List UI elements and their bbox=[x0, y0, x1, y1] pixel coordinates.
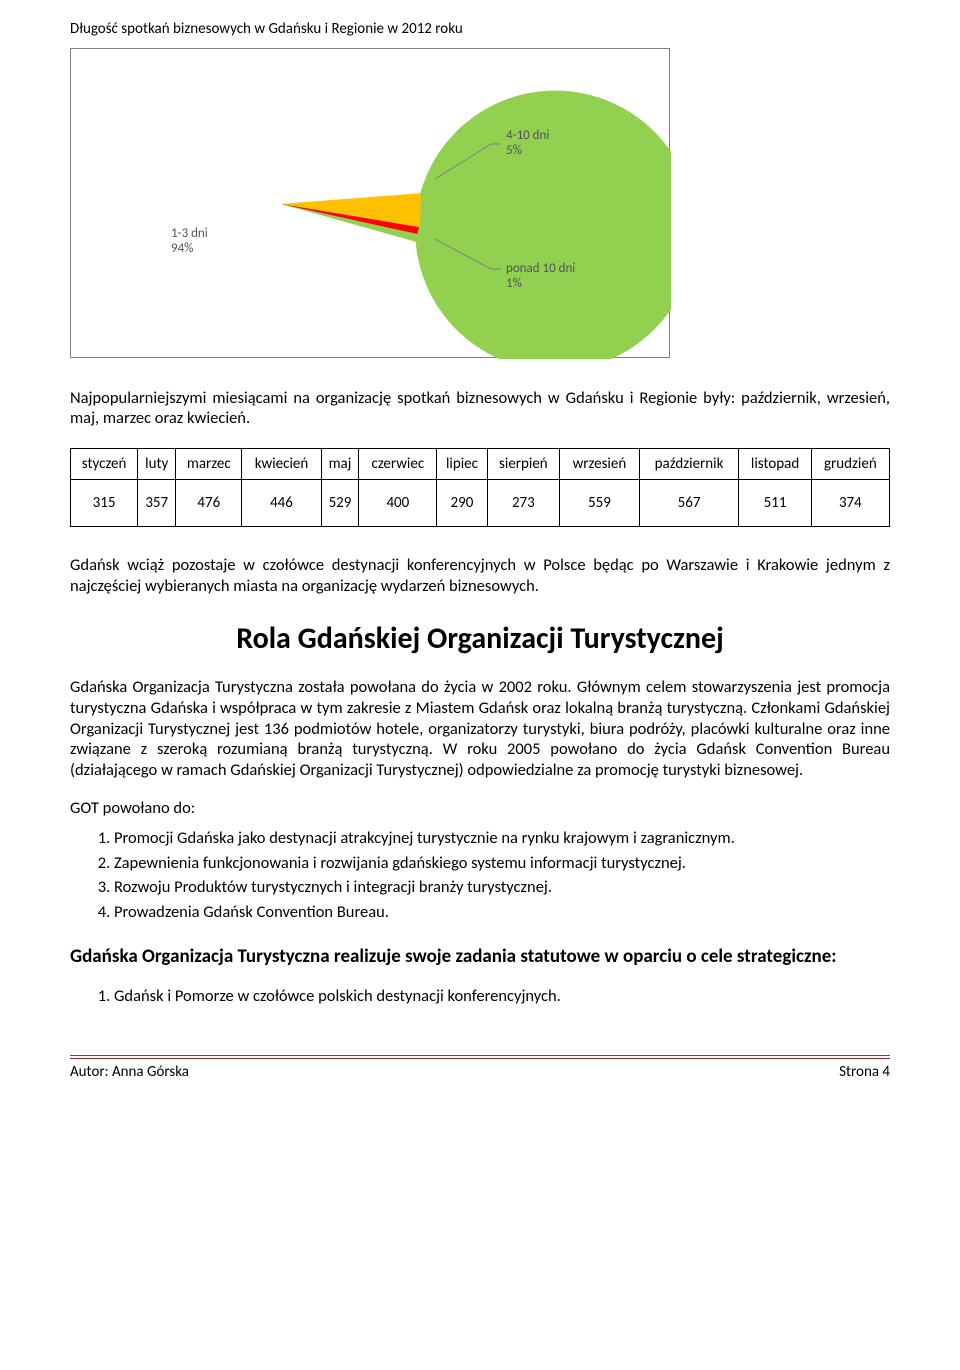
got-list: Promocji Gdańska jako destynacji atrakcy… bbox=[70, 828, 890, 923]
pie-svg bbox=[71, 49, 671, 359]
chart-slice-label: 4-10 dni 5% bbox=[506, 129, 549, 159]
table-cell: 315 bbox=[71, 480, 138, 527]
list-item: Rozwoju Produktów turystycznych i integr… bbox=[114, 877, 890, 898]
chart-slice-label: 1-3 dni 94% bbox=[171, 227, 208, 257]
list-intro: GOT powołano do: bbox=[70, 798, 890, 818]
table-cell: 559 bbox=[560, 480, 639, 527]
footer-page-number: Strona 4 bbox=[839, 1063, 890, 1081]
list-item: Zapewnienia funkcjonowania i rozwijania … bbox=[114, 853, 890, 874]
chart-slice-value: 94% bbox=[171, 241, 193, 256]
table-row: 315 357 476 446 529 400 290 273 559 567 … bbox=[71, 480, 890, 527]
table-header-cell: lipiec bbox=[437, 449, 487, 480]
chart-slice-name: ponad 10 dni bbox=[506, 261, 575, 276]
list-item: Prowadzenia Gdańsk Convention Bureau. bbox=[114, 902, 890, 923]
chart-slice-value: 1% bbox=[506, 276, 522, 291]
table-header-cell: styczeń bbox=[71, 449, 138, 480]
table-cell: 374 bbox=[811, 480, 889, 527]
table-header-cell: listopad bbox=[739, 449, 811, 480]
footer-author: Autor: Anna Górska bbox=[70, 1063, 189, 1081]
table-cell: 476 bbox=[176, 480, 242, 527]
list-item: Gdańsk i Pomorze w czołówce polskich des… bbox=[114, 986, 890, 1007]
table-header-cell: sierpień bbox=[487, 449, 560, 480]
chart-title: Długość spotkań biznesowych w Gdańsku i … bbox=[70, 20, 890, 38]
table-cell: 567 bbox=[639, 480, 739, 527]
table-header-cell: wrzesień bbox=[560, 449, 639, 480]
table-cell: 290 bbox=[437, 480, 487, 527]
pie-chart: 1-3 dni 94% 4-10 dni 5% ponad 10 dni 1% bbox=[70, 48, 670, 358]
table-cell: 529 bbox=[321, 480, 359, 527]
table-header-row: styczeń luty marzec kwiecień maj czerwie… bbox=[71, 449, 890, 480]
chart-slice-name: 1-3 dni bbox=[171, 226, 208, 241]
section-heading: Rola Gdańskiej Organizacji Turystycznej bbox=[70, 620, 890, 657]
pie-slice-1-3-dni bbox=[281, 91, 671, 359]
table-header-cell: luty bbox=[138, 449, 176, 480]
chart-slice-label: ponad 10 dni 1% bbox=[506, 262, 575, 292]
table-header-cell: kwiecień bbox=[242, 449, 321, 480]
table-header-cell: maj bbox=[321, 449, 359, 480]
intro-paragraph: Najpopularniejszymi miesiącami na organi… bbox=[70, 388, 890, 428]
list-item: Promocji Gdańska jako destynacji atrakcy… bbox=[114, 828, 890, 849]
table-header-cell: czerwiec bbox=[359, 449, 437, 480]
table-header-cell: grudzień bbox=[811, 449, 889, 480]
paragraph-after-table: Gdańsk wciąż pozostaje w czołówce destyn… bbox=[70, 555, 890, 596]
table-cell: 446 bbox=[242, 480, 321, 527]
strategic-list: Gdańsk i Pomorze w czołówce polskich des… bbox=[70, 986, 890, 1007]
table-header-cell: marzec bbox=[176, 449, 242, 480]
table-header-cell: październik bbox=[639, 449, 739, 480]
table-cell: 357 bbox=[138, 480, 176, 527]
chart-slice-name: 4-10 dni bbox=[506, 128, 549, 143]
page-footer: Autor: Anna Górska Strona 4 bbox=[70, 1055, 890, 1081]
section-paragraph: Gdańska Organizacja Turystyczna została … bbox=[70, 677, 890, 780]
table-cell: 400 bbox=[359, 480, 437, 527]
months-table: styczeń luty marzec kwiecień maj czerwie… bbox=[70, 448, 890, 527]
strategic-intro: Gdańska Organizacja Turystyczna realizuj… bbox=[70, 945, 890, 970]
chart-slice-value: 5% bbox=[506, 143, 522, 158]
table-cell: 511 bbox=[739, 480, 811, 527]
table-cell: 273 bbox=[487, 480, 560, 527]
